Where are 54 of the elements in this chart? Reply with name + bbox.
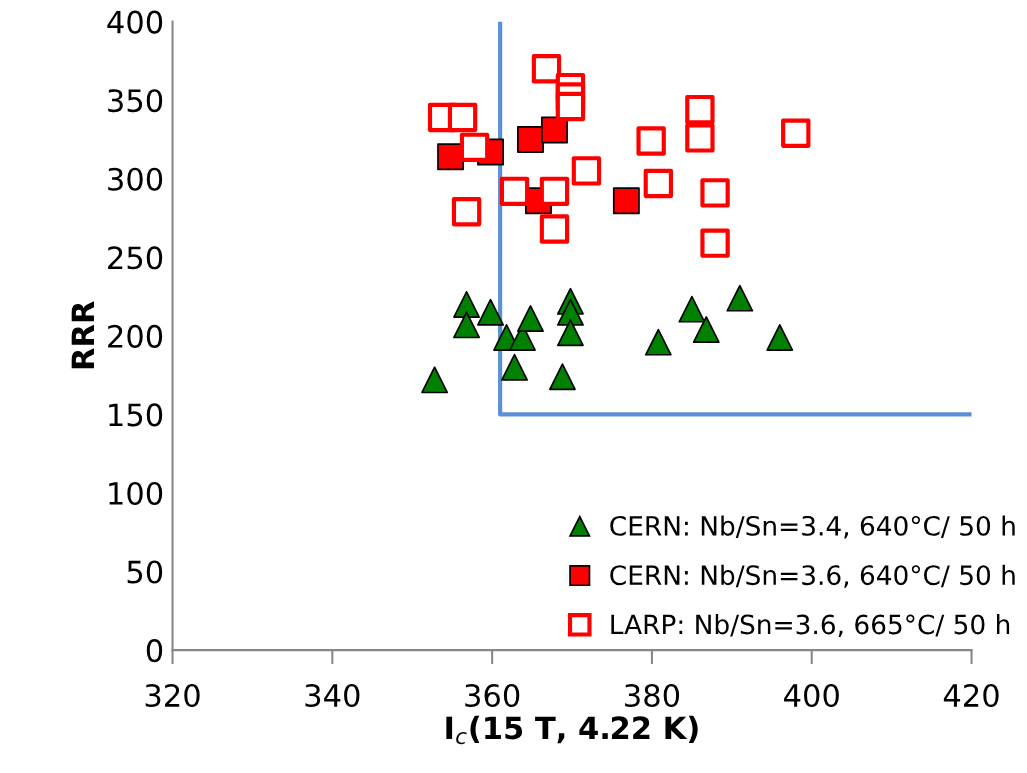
point <box>531 54 562 84</box>
point <box>700 178 730 208</box>
point <box>685 123 715 153</box>
y-tick-label: 150 <box>109 403 163 427</box>
point <box>539 176 570 207</box>
point <box>549 363 576 391</box>
point <box>501 353 528 381</box>
point <box>541 116 568 144</box>
point <box>517 305 544 333</box>
point <box>726 284 754 312</box>
y-tick-label: 250 <box>108 246 163 270</box>
point <box>700 228 730 258</box>
y-tick-label: 100 <box>109 481 163 506</box>
point <box>556 319 584 347</box>
point <box>517 126 544 153</box>
legend-label: LARP: Nb/Sn=3.6, 665°C/ 50 h <box>611 614 1010 638</box>
point <box>571 156 602 186</box>
point <box>451 197 482 227</box>
point <box>643 168 674 199</box>
point <box>447 102 478 133</box>
x-tick-label: 380 <box>625 683 680 708</box>
x-tick-label: 420 <box>943 683 999 708</box>
x-tick-label: 400 <box>784 683 839 708</box>
y-tick-label: 400 <box>107 10 163 34</box>
point <box>636 126 666 156</box>
y-tick-label: 50 <box>127 560 163 584</box>
point <box>556 298 584 326</box>
point <box>437 143 465 171</box>
point <box>678 295 706 323</box>
x-tick-label: 360 <box>465 683 520 708</box>
point <box>644 328 672 356</box>
y-tick-label: 200 <box>108 324 163 348</box>
x-tick-label: 320 <box>145 683 200 708</box>
point <box>555 91 586 122</box>
x-tick-label: 340 <box>305 683 360 708</box>
point <box>685 94 715 125</box>
y-tick-label: 300 <box>108 167 163 191</box>
y-axis-title: RRR <box>71 301 94 369</box>
point <box>781 118 811 148</box>
legend-label: CERN: Nb/Sn=3.4, 640°C/ 50 h <box>610 515 1015 539</box>
x-axis-title: I$_{c}$(15 T, 4.22 K) <box>446 715 698 745</box>
point <box>766 323 794 351</box>
point <box>539 214 570 244</box>
point <box>459 132 490 163</box>
y-tick-label: 350 <box>108 89 163 113</box>
point <box>692 316 720 344</box>
point <box>477 298 504 326</box>
point <box>453 311 481 339</box>
point <box>421 366 449 394</box>
point <box>612 187 640 215</box>
y-tick-label: 0 <box>146 639 163 663</box>
point <box>499 176 530 207</box>
point <box>453 290 481 318</box>
legend-label: CERN: Nb/Sn=3.6, 640°C/ 50 h <box>610 564 1015 588</box>
